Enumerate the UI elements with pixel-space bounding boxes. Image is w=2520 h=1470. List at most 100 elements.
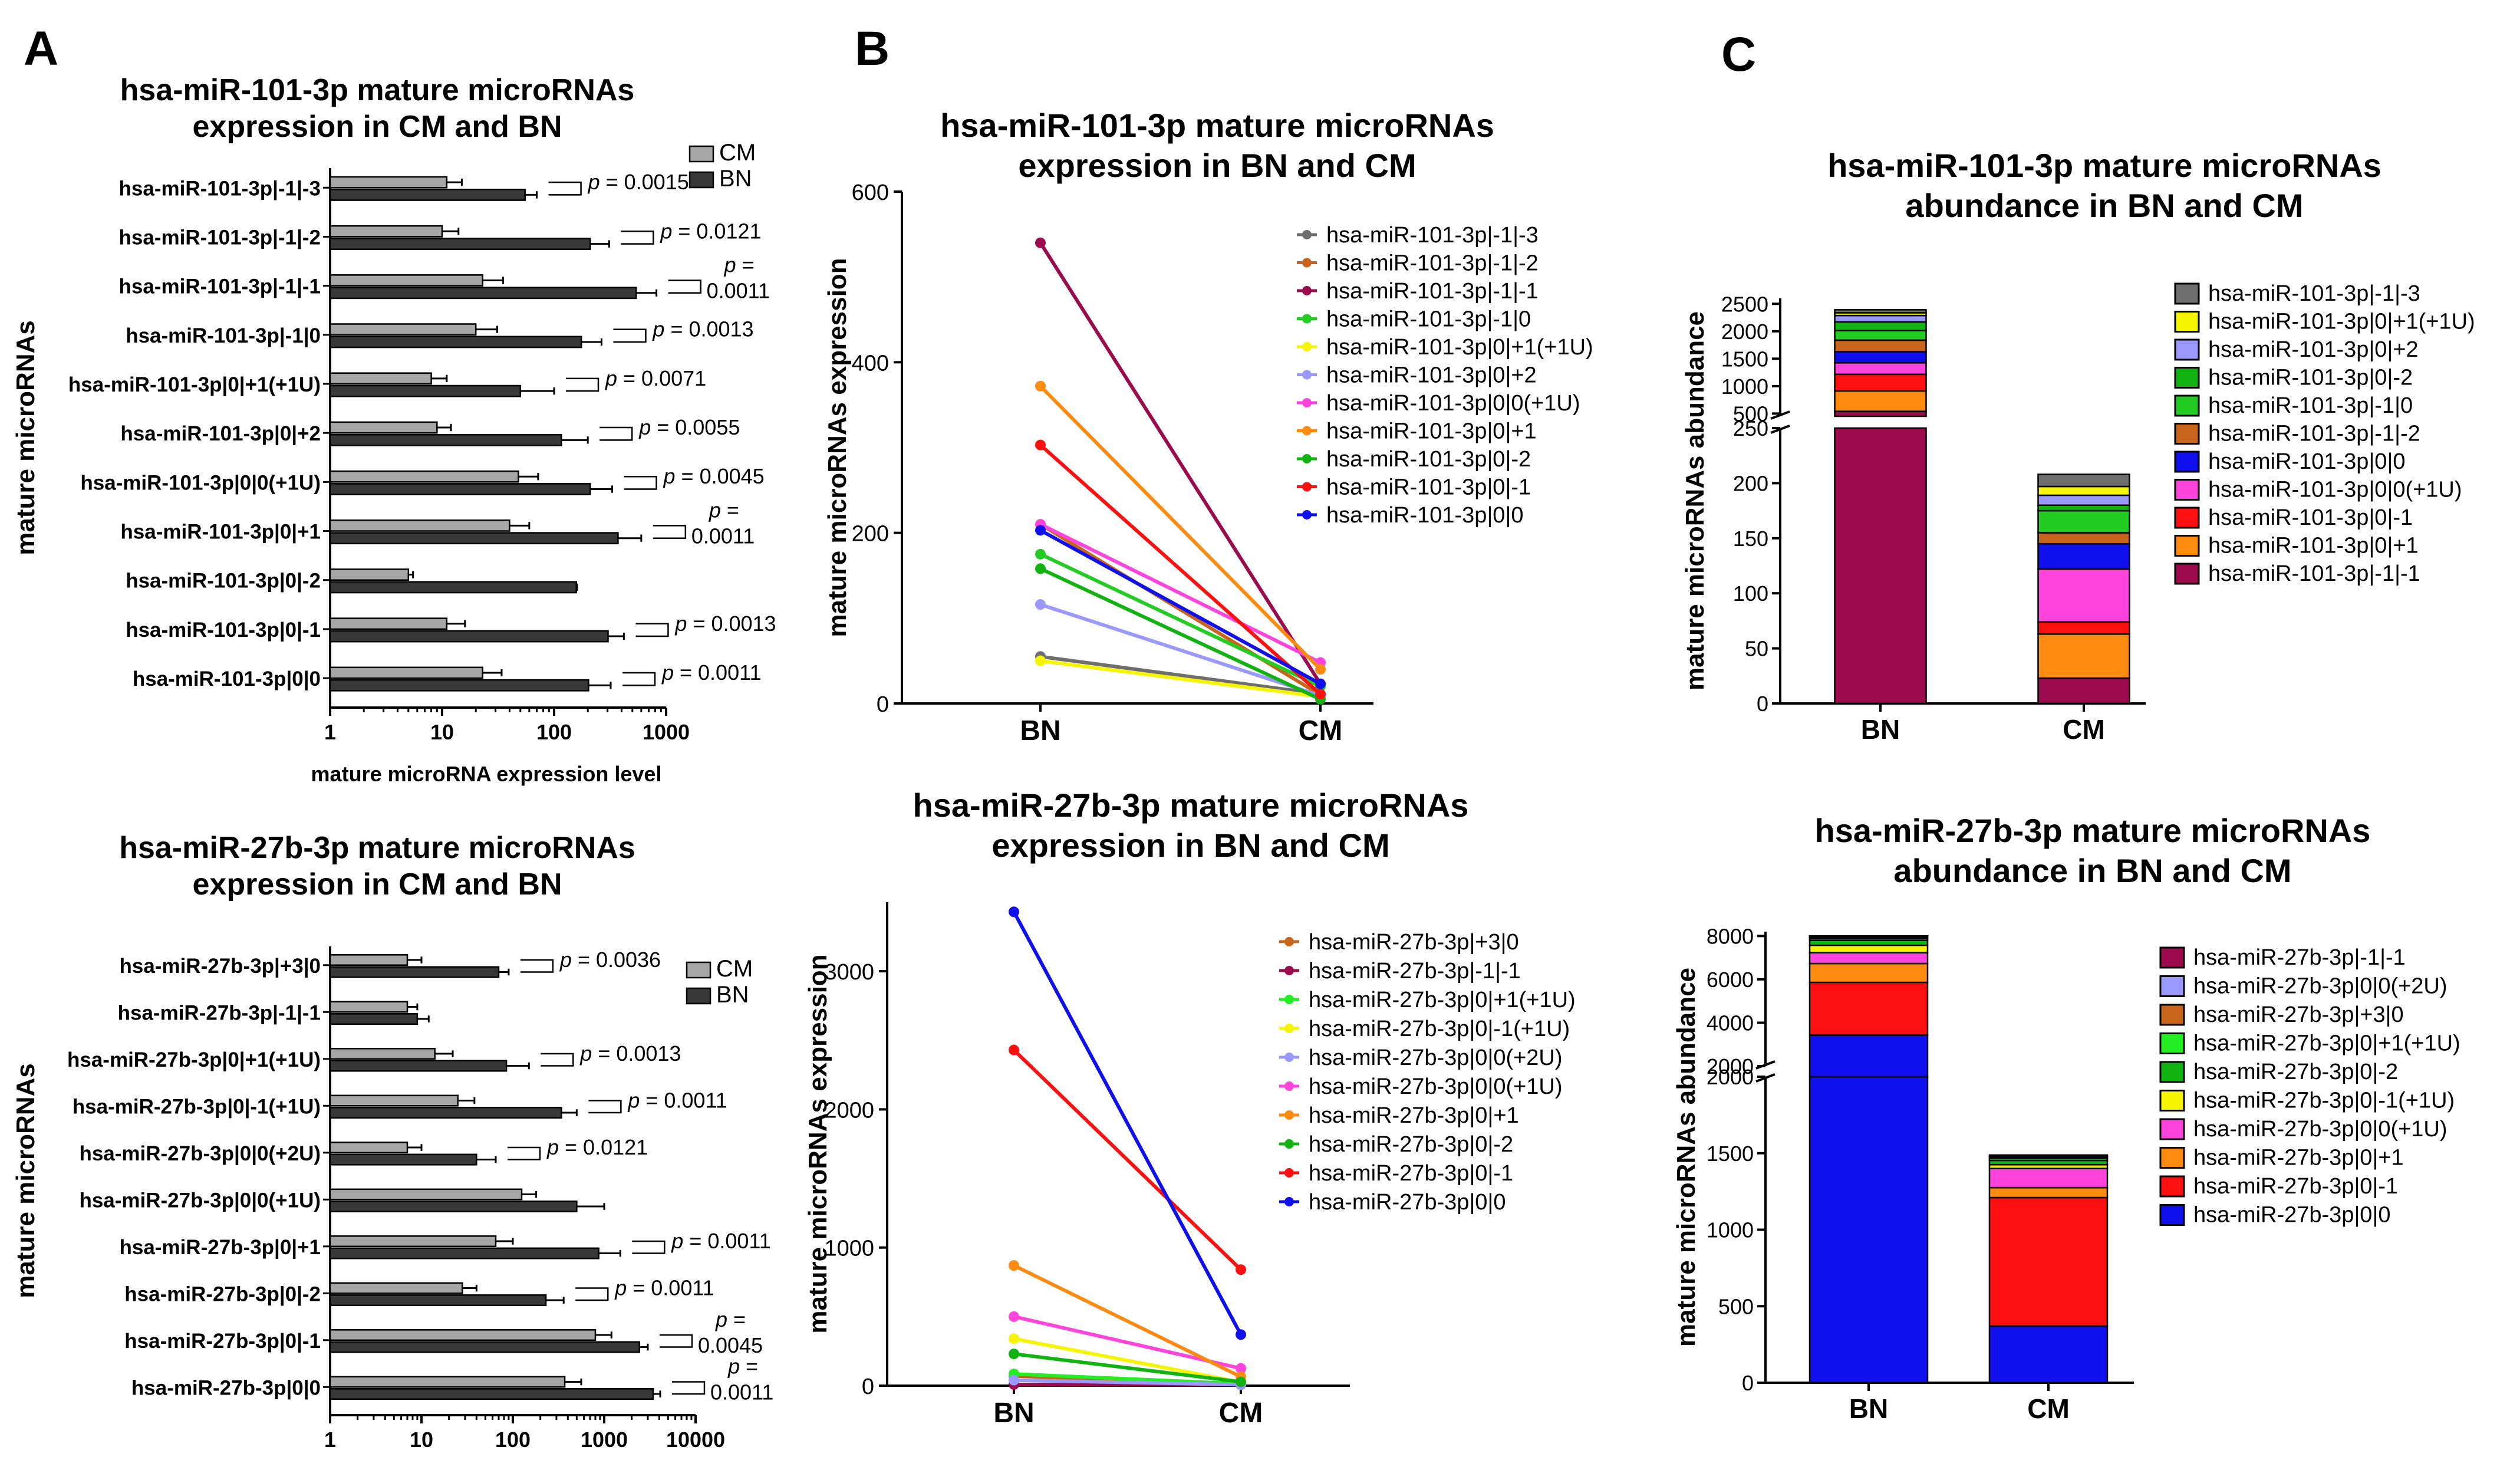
stack-segment — [1809, 935, 1929, 938]
p-value: 0.0011 — [710, 1380, 773, 1405]
bar-bn — [329, 1201, 578, 1213]
legend-swatch — [686, 987, 711, 1005]
stack-segment — [2037, 494, 2130, 507]
bar-bn — [329, 433, 562, 446]
bar-cm — [329, 519, 510, 532]
stack-segment — [1809, 962, 1929, 984]
series-line — [1013, 1378, 1241, 1387]
stack-segment — [1834, 410, 1927, 417]
legend-swatch — [2159, 1118, 2185, 1140]
x-tick-label: BN — [1861, 714, 1900, 745]
series-line — [1039, 528, 1322, 686]
bar-cm — [329, 954, 409, 966]
legend-label: hsa-miR-101-3p|0|-1 — [1326, 475, 1531, 500]
bar-bn — [329, 532, 619, 545]
bar-bn — [329, 384, 522, 397]
y-tick-label: 500 — [1718, 1294, 1754, 1318]
legend-label: hsa-miR-27b-3p|0|0(+1U) — [1309, 1074, 1563, 1099]
category-label: hsa-miR-27b-3p|0|+1 — [119, 1236, 321, 1259]
y-tick-label: 200 — [1733, 471, 1768, 495]
bar-bn — [329, 1060, 508, 1072]
legend-swatch — [689, 145, 714, 163]
bar-bn — [329, 1013, 419, 1025]
data-point — [1236, 1376, 1246, 1387]
x-tick-label: 10 — [430, 720, 454, 744]
category-label: hsa-miR-27b-3p|-1|-1 — [118, 1001, 321, 1024]
legend-swatch — [2174, 282, 2200, 305]
series-line — [1012, 910, 1243, 1336]
x-tick-label: 1 — [324, 720, 336, 744]
legend-label: hsa-miR-27b-3p|0|+1 — [1309, 1103, 1519, 1128]
bar-bn — [329, 966, 500, 978]
data-point — [1009, 1349, 1019, 1360]
legend-label: hsa-miR-101-3p|0|+1(+1U) — [1326, 335, 1593, 360]
legend-label: hsa-miR-101-3p|-1|0 — [1326, 307, 1531, 332]
category-label: hsa-miR-27b-3p|0|+1(+1U) — [67, 1048, 321, 1071]
p-value: p = 0.0013 — [579, 1041, 681, 1065]
legend-marker — [1302, 314, 1312, 324]
legend-marker — [1284, 1197, 1294, 1206]
legend-swatch — [686, 961, 711, 979]
series-line — [1040, 655, 1321, 696]
y-tick-label: 150 — [1733, 527, 1768, 551]
stack-segment — [1834, 362, 1927, 376]
bar-cm — [329, 1001, 409, 1013]
legend-label: hsa-miR-101-3p|0|0(+1U) — [2208, 478, 2462, 502]
y-tick-label: 1500 — [1707, 1142, 1754, 1166]
legend-label: hsa-miR-27b-3p|0|+1(+1U) — [1309, 988, 1576, 1012]
bar-cm — [329, 372, 432, 385]
bar-cm — [329, 1142, 409, 1154]
x-tick-label: CM — [2063, 714, 2105, 745]
legend-label: hsa-miR-101-3p|-1|-2 — [2208, 422, 2420, 446]
legend-swatch — [2159, 946, 2185, 969]
data-point — [1009, 1260, 1019, 1271]
significance-bracket — [622, 672, 656, 686]
series-line — [1013, 1372, 1241, 1386]
bar-bn — [329, 1388, 654, 1400]
legend-swatch — [2174, 479, 2200, 501]
stack-segment — [2037, 504, 2130, 512]
p-value: p = 0.0121 — [660, 219, 761, 243]
stack-segment — [2037, 542, 2130, 570]
chart-b2-mir27b-lines: hsa-miR-27b-3p mature microRNAsexpressio… — [803, 787, 1576, 1429]
legend-swatch — [2174, 450, 2200, 473]
data-point — [1236, 1264, 1246, 1275]
chart-title: hsa-miR-27b-3p mature microRNAs — [119, 831, 635, 865]
category-label: hsa-miR-27b-3p|0|0 — [131, 1376, 321, 1399]
bar-cm — [329, 1329, 597, 1341]
legend-label: hsa-miR-101-3p|0|+1(+1U) — [2208, 310, 2475, 334]
data-point — [1035, 655, 1046, 666]
category-label: hsa-miR-101-3p|0|+1 — [120, 521, 321, 544]
p-value: p = — [727, 1354, 758, 1379]
stack-segment — [2037, 621, 2130, 635]
stack-segment — [2037, 485, 2130, 496]
significance-bracket — [659, 1334, 693, 1348]
data-point — [1035, 439, 1046, 450]
stack-segment — [1809, 952, 1929, 965]
chart-c1-mir101-stacked: hsa-miR-101-3p mature microRNAsabundance… — [1681, 147, 2475, 745]
significance-bracket — [520, 959, 554, 973]
legend-label: hsa-miR-27b-3p|0|-1 — [1309, 1161, 1513, 1186]
legend-label: CM — [716, 956, 753, 982]
legend-label: hsa-miR-27b-3p|0|-1 — [2193, 1174, 2398, 1199]
p-value: p = 0.0015 — [588, 170, 689, 194]
stack-segment — [1834, 339, 1927, 353]
chart-title: hsa-miR-27b-3p mature microRNAs — [1815, 812, 2371, 849]
y-tick-label: 600 — [852, 180, 889, 205]
stack-segment — [1988, 1186, 2109, 1199]
p-value: p = — [709, 498, 739, 522]
series-line — [1013, 1352, 1241, 1384]
legend-label: hsa-miR-27b-3p|0|-2 — [2193, 1060, 2398, 1084]
p-value: 0.0011 — [707, 278, 770, 302]
category-label: hsa-miR-27b-3p|+3|0 — [119, 955, 321, 978]
legend-marker — [1284, 1168, 1294, 1178]
y-axis-label: mature microRNAs abundance — [1681, 311, 1709, 690]
legend-label: CM — [719, 140, 756, 166]
legend-label: hsa-miR-101-3p|0|+1 — [1326, 419, 1537, 444]
legend-marker — [1284, 995, 1294, 1004]
series-line — [1012, 1048, 1243, 1271]
p-value: p = 0.0011 — [671, 1229, 771, 1253]
legend-swatch — [2159, 1175, 2185, 1198]
stack-segment — [2037, 677, 2130, 705]
